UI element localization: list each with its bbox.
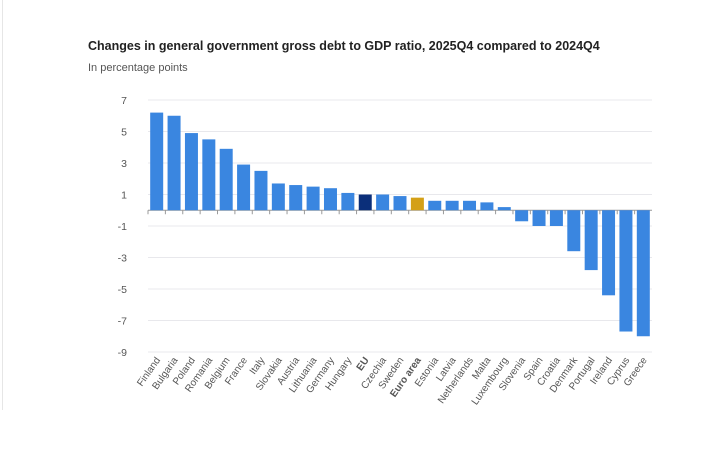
bar-portugal	[584, 210, 598, 271]
y-tick-label: -5	[118, 284, 127, 296]
bar-france	[237, 164, 251, 211]
bar-ireland	[602, 210, 616, 296]
chart-title: Changes in general government gross debt…	[88, 39, 600, 53]
bar-slovenia	[515, 210, 529, 222]
y-tick-label: -1	[118, 221, 127, 233]
bar-netherlands	[463, 200, 477, 211]
chart-subtitle: In percentage points	[88, 62, 188, 74]
y-tick-label: 5	[121, 127, 127, 139]
frame-border	[2, 0, 3, 410]
bar-latvia	[445, 200, 459, 211]
bar-greece	[636, 210, 650, 337]
bar-luxembourg	[497, 207, 511, 211]
bar-finland	[150, 112, 164, 211]
bar-hungary	[341, 192, 355, 211]
bar-austria	[289, 185, 303, 211]
bar-spain	[532, 210, 546, 226]
bar-estonia	[428, 200, 442, 211]
bar-croatia	[549, 210, 563, 226]
y-tick-label: 1	[121, 190, 127, 202]
bar-malta	[480, 202, 494, 211]
bar-lithuania	[306, 186, 320, 211]
bar-slovakia	[271, 183, 285, 211]
bar-czechia	[376, 194, 390, 211]
bar-poland	[184, 133, 198, 211]
bar-romania	[202, 139, 216, 211]
bar-denmark	[567, 210, 581, 252]
y-tick-label: -3	[118, 253, 127, 265]
bar-cyprus	[619, 210, 633, 332]
y-tick-label: -7	[118, 316, 127, 328]
bar-italy	[254, 170, 268, 211]
y-tick-label: 7	[121, 95, 127, 107]
bar-bulgaria	[167, 115, 181, 211]
bar-belgium	[219, 148, 233, 211]
bar-euro-area	[410, 197, 424, 211]
bar-sweden	[393, 196, 407, 211]
y-tick-label: -9	[118, 347, 127, 359]
y-tick-label: 3	[121, 158, 127, 170]
bar-germany	[323, 188, 337, 211]
bar-eu	[358, 194, 372, 211]
